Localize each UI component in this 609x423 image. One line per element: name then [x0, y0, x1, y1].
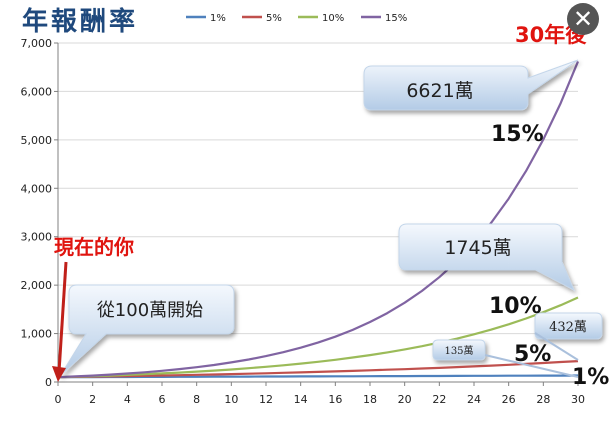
rate-label-1: 1%	[572, 365, 609, 390]
y-tick-label: 3,000	[21, 231, 53, 244]
y-tick-label: 4,000	[21, 182, 53, 195]
y-tick-label: 5,000	[21, 134, 53, 147]
x-tick-label: 24	[467, 393, 481, 406]
start-arrow-shaft	[57, 261, 68, 373]
y-tick-label: 7,000	[21, 37, 53, 50]
legend: 1% 5% 10% 15%	[186, 13, 407, 24]
series-lines	[57, 60, 580, 379]
x-tick-label: 14	[294, 393, 308, 406]
callout-5	[534, 312, 603, 340]
x-tick-label: 26	[502, 393, 516, 406]
x-tick-label: 10	[224, 393, 238, 406]
x-tick-labels: 0 2 4 6 8 10 12 14 16 18 20 22 24 26 28 30	[55, 393, 586, 406]
series-line-4	[57, 60, 580, 379]
axes	[54, 42, 579, 386]
close-button[interactable]: ✕	[567, 3, 599, 35]
x-tick-label: 16	[328, 393, 342, 406]
x-tick-label: 28	[536, 393, 550, 406]
series-line-2	[57, 360, 579, 379]
callout-10	[398, 223, 576, 292]
callout-start-label: 從100萬開始	[97, 300, 203, 321]
legend-label: 15%	[385, 13, 407, 24]
y-tick-label: 0	[45, 376, 52, 389]
callout-1	[432, 339, 486, 361]
x-tick-label: 8	[193, 393, 200, 406]
x-tick-label: 12	[259, 393, 273, 406]
callout-5-label: 432萬	[549, 320, 587, 335]
x-tick-label: 18	[363, 393, 377, 406]
callout-5-pointer	[534, 332, 579, 361]
x-tick-label: 6	[159, 393, 166, 406]
y-tick-label: 6,000	[21, 85, 53, 98]
chart-title: 年報酬率	[22, 6, 138, 37]
x-tick-label: 22	[432, 393, 446, 406]
rate-label-10: 10%	[489, 294, 542, 319]
x-tick-label: 30	[571, 393, 585, 406]
callout-1-pointer	[484, 354, 579, 378]
rate-label-5: 5%	[514, 342, 551, 367]
start-arrow-head	[52, 366, 66, 382]
legend-label: 1%	[210, 13, 226, 24]
x-tick-label: 20	[398, 393, 412, 406]
callout-10-label: 1745萬	[444, 237, 511, 259]
series-line-3	[57, 296, 579, 379]
callout-15	[363, 59, 579, 111]
x-tick-label: 0	[55, 393, 62, 406]
callout-start	[59, 284, 235, 377]
x-tick-label: 4	[124, 393, 131, 406]
legend-label: 10%	[322, 13, 344, 24]
y-tick-label: 2,000	[21, 279, 53, 292]
callout-1-label: 135萬	[444, 344, 473, 357]
y-tick-labels: 0 1,000 2,000 3,000 4,000 5,000 6,000 7,000	[21, 37, 53, 389]
x-tick-label: 2	[89, 393, 96, 406]
legend-label: 5%	[266, 13, 282, 24]
callout-15-label: 6621萬	[406, 80, 473, 102]
y-tick-label: 1,000	[21, 328, 53, 341]
rate-label-15: 15%	[491, 122, 544, 147]
start-label: 現在的你	[54, 235, 134, 259]
